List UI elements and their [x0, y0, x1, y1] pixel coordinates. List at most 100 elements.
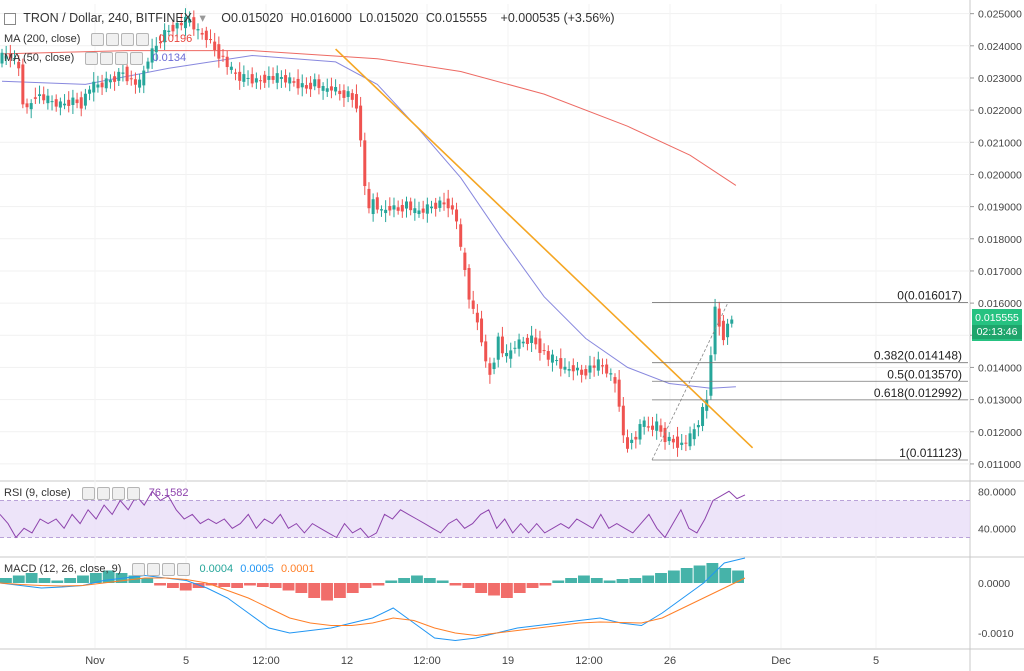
candle-body [300, 83, 304, 88]
macd-histogram-bar [282, 583, 295, 591]
ma50-legend[interactable]: MA (50, close) 0.0134 [4, 52, 190, 65]
rsi-legend[interactable]: RSI (9, close) 76.1582 [4, 487, 193, 500]
candle-body [83, 93, 87, 106]
last-price-tag: 0.015555 02:13:46 [972, 309, 1022, 341]
ma50-line [1, 54, 736, 389]
macd-legend[interactable]: MACD (12, 26, close, 9) 0.0004 0.0005 0.… [4, 563, 319, 576]
low-value: L0.015020 [359, 11, 419, 25]
price-tick-label: 0.011000 [978, 459, 1021, 471]
candle-body [559, 358, 563, 369]
candle-body [525, 337, 529, 344]
candle-body [534, 337, 538, 345]
candle-body [701, 406, 705, 426]
candle-body [492, 362, 496, 370]
candle-body [475, 312, 479, 323]
candle-body [54, 99, 58, 107]
rsi-tick-label: 80.0000 [978, 486, 1016, 498]
macd-histogram-bar [77, 575, 89, 583]
candle-body [392, 205, 396, 210]
macd-histogram-bar [359, 583, 372, 588]
indicator-settings-icons[interactable] [81, 487, 142, 500]
candle-body [329, 86, 333, 91]
candle-body [696, 425, 700, 428]
macd-histogram-bar [590, 578, 603, 583]
indicator-settings-icons[interactable] [85, 52, 145, 65]
candle-body [613, 377, 617, 384]
macd-histogram-bar [38, 578, 51, 583]
candle-body [154, 45, 158, 53]
macd-histogram-bar [629, 578, 642, 583]
rsi-line [0, 490, 746, 539]
macd-histogram-bar [475, 583, 488, 593]
macd-histogram-bar [565, 578, 578, 583]
macd-histogram-bar [552, 580, 565, 583]
collapse-icon[interactable] [4, 12, 16, 25]
ma200-value: 0.0196 [158, 33, 193, 46]
candle-body [626, 437, 629, 449]
candle-body [96, 84, 100, 88]
rsi-band [0, 500, 970, 538]
candle-body [254, 78, 258, 83]
candle-body [692, 429, 696, 440]
candle-body [517, 339, 521, 349]
candle-body [425, 204, 429, 214]
candle-body [363, 140, 367, 187]
macd-histogram-bar [12, 575, 25, 583]
macd-histogram-bar [346, 583, 359, 593]
fib-anchor-line [651, 302, 729, 461]
fib-level-label: 0.618(0.012992) [874, 386, 962, 400]
time-tick-label: Dec [771, 655, 791, 667]
price-tick-label: 0.024000 [978, 41, 1022, 53]
candle-body [567, 369, 571, 371]
ma200-legend[interactable]: MA (200, close) 0.0196 [4, 33, 196, 46]
indicator-settings-icons[interactable] [91, 33, 151, 46]
candle-body [680, 442, 684, 445]
candle-body [21, 64, 25, 105]
candle-body [225, 56, 229, 68]
fib-level-label: 0.382(0.014148) [874, 349, 962, 363]
candle-body [25, 103, 29, 108]
candle-body [67, 99, 71, 106]
price-tick-label: 0.022000 [978, 105, 1022, 117]
candle-body [309, 82, 313, 90]
candle-body [546, 351, 550, 360]
candle-body [4, 55, 8, 59]
time-tick-label: 12:00 [252, 655, 280, 667]
price-tick-label: 0.025000 [978, 9, 1022, 21]
candle-body [388, 205, 392, 211]
candle-body [592, 365, 596, 368]
candle-body [409, 201, 413, 211]
candle-body [354, 94, 358, 109]
candle-body [496, 336, 500, 360]
time-tick-label: 19 [502, 655, 514, 667]
candle-body [121, 72, 125, 74]
symbol-label[interactable]: TRON / Dollar, 240, BITFINEX [23, 11, 193, 25]
candle-body [13, 58, 17, 60]
candle-body [413, 208, 417, 214]
macd-histogram-bar [218, 583, 231, 587]
macd-histogram-bar [256, 583, 269, 587]
candle-body [638, 424, 642, 440]
candle-body [321, 86, 325, 91]
candle-body [209, 39, 212, 41]
candle-body [463, 252, 467, 270]
candle-body [304, 85, 308, 89]
candle-body [163, 30, 167, 43]
price-tick-label: 0.021000 [978, 137, 1022, 149]
macd-histogram-bar [231, 583, 244, 588]
dropdown-chevron-icon[interactable]: ▾ [199, 11, 206, 25]
candle-body [213, 41, 217, 50]
time-tick-label: 12:00 [413, 655, 441, 667]
candle-body [125, 66, 129, 82]
candle-body [279, 77, 283, 79]
price-tick-label: 0.012000 [978, 427, 1022, 439]
candle-body [250, 74, 254, 84]
candle-body [50, 101, 54, 103]
candle-body [705, 399, 709, 411]
price-tick-label: 0.014000 [978, 362, 1022, 374]
candle-body [138, 79, 142, 88]
candle-body [580, 369, 584, 375]
indicator-settings-icons[interactable] [132, 563, 192, 576]
candle-body [550, 354, 554, 363]
